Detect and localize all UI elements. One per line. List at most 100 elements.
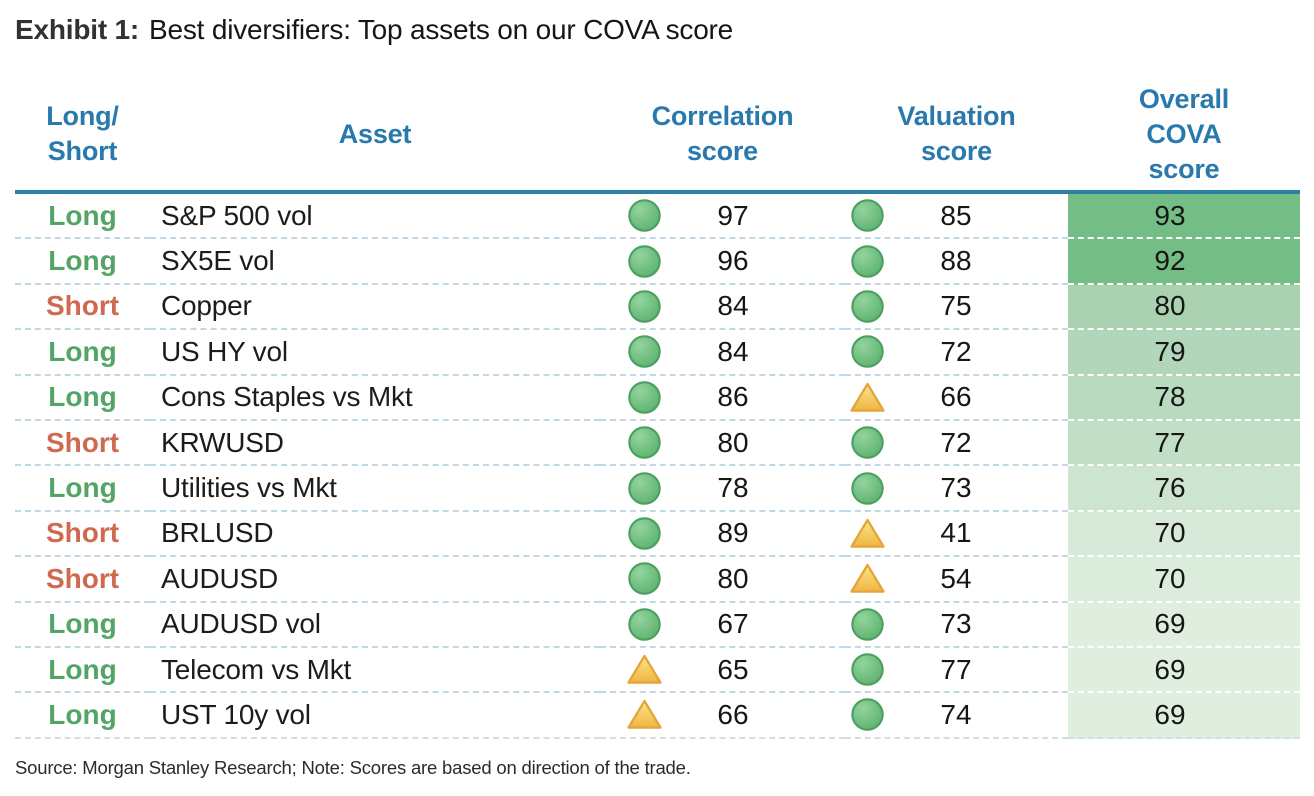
green-circle-icon [851, 471, 884, 505]
correlation-value: 80 [717, 426, 749, 458]
asset-label: KRWUSD [161, 426, 284, 458]
correlation-score-cell: 84 [600, 285, 845, 331]
asset-label: AUDUSD [161, 562, 279, 594]
valuation-value: 66 [940, 381, 972, 413]
valuation-icon-slot [849, 244, 886, 279]
correlation-icon-slot [626, 244, 663, 279]
correlation-icon-slot [626, 516, 663, 551]
overall-cova-score-cell: 93 [1068, 194, 1300, 240]
valuation-value: 73 [940, 472, 972, 504]
table-row: Long S&P 500 vol 97 85 93 [15, 194, 1300, 240]
correlation-icon-slot [626, 607, 663, 642]
asset-cell: Telecom vs Mkt [150, 648, 600, 694]
overall-value: 79 [1154, 335, 1186, 367]
correlation-value: 97 [717, 199, 749, 231]
valuation-value: 85 [940, 199, 972, 231]
valuation-value: 73 [940, 608, 972, 640]
overall-cova-score-cell: 70 [1068, 511, 1300, 558]
direction-label: Long [48, 698, 117, 730]
direction-cell: Short [15, 285, 150, 331]
direction-label: Short [45, 290, 120, 322]
overall-value: 69 [1154, 653, 1186, 685]
correlation-value: 65 [717, 653, 749, 685]
overall-cova-score-cell: 69 [1068, 602, 1300, 648]
direction-cell: Long [15, 194, 150, 240]
overall-value: 80 [1154, 290, 1186, 322]
valuation-icon-slot [849, 198, 886, 233]
valuation-score-cell: 54 [845, 557, 1068, 603]
valuation-icon-slot [849, 652, 886, 687]
correlation-icon-slot [626, 561, 663, 596]
valuation-score-cell: 41 [845, 512, 1068, 558]
table-row: Long Cons Staples vs Mkt 86 66 78 [15, 375, 1300, 421]
valuation-value: 72 [940, 426, 972, 458]
green-circle-icon [851, 244, 884, 278]
correlation-score-cell: 89 [600, 512, 845, 558]
table-row: Short KRWUSD 80 72 77 [15, 420, 1300, 467]
direction-label: Long [48, 472, 117, 504]
correlation-icon-slot [626, 425, 663, 460]
valuation-score-cell: 72 [845, 421, 1068, 467]
direction-cell: Long [15, 466, 150, 512]
table-row: Long UST 10y vol 66 74 69 [15, 693, 1300, 739]
overall-value: 70 [1154, 517, 1186, 549]
correlation-value: 84 [717, 335, 749, 367]
table-header-row: Long/ Short Asset Correlation score Valu… [15, 78, 1300, 194]
valuation-icon-slot [849, 471, 886, 506]
correlation-icon-slot [626, 289, 663, 324]
green-circle-icon [851, 607, 884, 641]
direction-label: Short [45, 426, 120, 458]
valuation-value: 72 [940, 335, 972, 367]
table-row: Short Copper 84 75 80 [15, 284, 1300, 331]
direction-label: Long [48, 381, 117, 413]
green-circle-icon [628, 244, 661, 278]
valuation-score-cell: 77 [845, 648, 1068, 694]
valuation-icon-slot [849, 425, 886, 460]
overall-cova-score-cell: 69 [1068, 647, 1300, 694]
correlation-score-cell: 86 [600, 376, 845, 421]
valuation-score-cell: 73 [845, 466, 1068, 512]
table-row: Long Telecom vs Mkt 65 77 69 [15, 647, 1300, 694]
green-circle-icon [851, 199, 884, 232]
correlation-score-cell: 65 [600, 648, 845, 694]
asset-cell: SX5E vol [150, 239, 600, 285]
direction-cell: Long [15, 648, 150, 694]
overall-value: 93 [1154, 199, 1186, 231]
correlation-score-cell: 80 [600, 421, 845, 467]
valuation-icon-slot [849, 289, 886, 324]
direction-label: Long [48, 335, 117, 367]
yellow-triangle-icon [850, 518, 885, 548]
cova-score-table: Long/ Short Asset Correlation score Valu… [15, 78, 1300, 739]
green-circle-icon [851, 653, 884, 686]
asset-cell: AUDUSD [150, 557, 600, 603]
green-circle-icon [851, 426, 884, 459]
correlation-icon-slot [626, 380, 663, 415]
table-row: Long SX5E vol 96 88 92 [15, 239, 1300, 285]
asset-cell: BRLUSD [150, 512, 600, 558]
column-header-asset: Asset [338, 118, 412, 149]
exhibit-title-text: Best diversifiers: Top assets on our COV… [149, 14, 734, 45]
asset-label: Cons Staples vs Mkt [161, 381, 413, 413]
green-circle-icon [628, 517, 661, 550]
direction-cell: Long [15, 693, 150, 739]
direction-cell: Short [15, 512, 150, 558]
correlation-value: 80 [717, 562, 749, 594]
correlation-score-cell: 67 [600, 603, 845, 648]
green-circle-icon [628, 335, 661, 369]
valuation-score-cell: 66 [845, 376, 1068, 421]
correlation-icon-slot [626, 334, 663, 369]
valuation-value: 54 [940, 562, 972, 594]
asset-label: SX5E vol [161, 245, 275, 277]
overall-value: 77 [1154, 426, 1186, 458]
asset-cell: S&P 500 vol [150, 194, 600, 240]
correlation-icon-slot [626, 698, 663, 731]
overall-cova-score-cell: 79 [1068, 330, 1300, 376]
overall-value: 78 [1154, 381, 1186, 413]
asset-cell: Copper [150, 285, 600, 331]
correlation-value: 78 [717, 472, 749, 504]
valuation-icon-slot [849, 697, 886, 732]
valuation-value: 75 [940, 290, 972, 322]
asset-label: UST 10y vol [161, 698, 311, 730]
green-circle-icon [851, 290, 884, 323]
column-header-overall-cova-score: Overall COVA score [1138, 83, 1230, 184]
